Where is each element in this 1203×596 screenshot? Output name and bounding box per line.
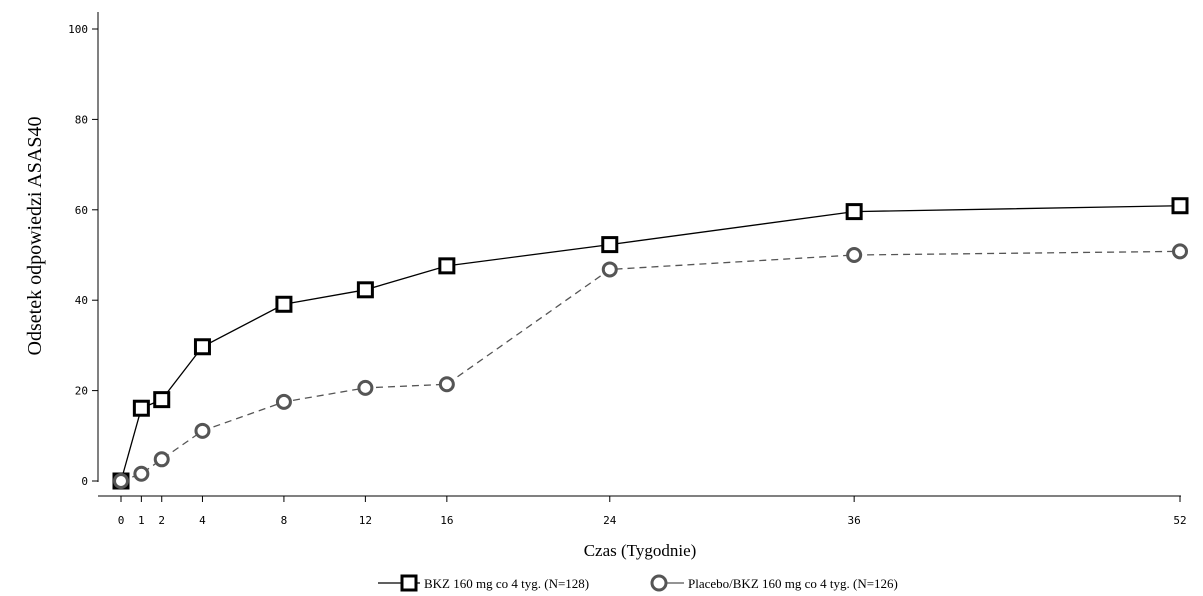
legend-label-placebo: Placebo/BKZ 160 mg co 4 tyg. (N=126) [688, 576, 898, 591]
y-tick-label: 80 [75, 113, 88, 126]
legend: BKZ 160 mg co 4 tyg. (N=128) Placebo/BKZ… [378, 574, 898, 592]
x-tick-label: 1 [138, 514, 145, 527]
data-point-placebo [357, 379, 374, 396]
x-tick-label: 24 [603, 514, 617, 527]
legend-marker-circle [650, 574, 668, 592]
data-point-placebo [113, 473, 129, 489]
axes [97, 12, 1181, 497]
data-point-placebo [846, 247, 863, 263]
x-tick-label: 16 [440, 514, 453, 527]
x-tick-label: 2 [158, 514, 165, 527]
x-tick-label: 8 [281, 514, 288, 527]
x-tick-label: 52 [1173, 514, 1186, 527]
data-point-bkz [438, 257, 456, 275]
y-ticks: 0 20 40 60 80 100 [68, 23, 98, 488]
x-axis-title: Czas (Tygodnie) [584, 541, 697, 560]
data-point-bkz [275, 295, 293, 313]
x-tick-label: 0 [118, 514, 125, 527]
data-point-placebo [601, 261, 618, 278]
data-point-placebo [133, 465, 150, 482]
data-point-bkz [1171, 197, 1189, 215]
legend-label-bkz: BKZ 160 mg co 4 tyg. (N=128) [424, 576, 589, 591]
data-point-placebo [153, 451, 170, 468]
y-tick-label: 100 [68, 23, 88, 36]
series-line-bkz [120, 205, 1181, 482]
y-tick-label: 20 [75, 385, 88, 398]
data-point-bkz [193, 338, 211, 356]
series-lines [120, 205, 1181, 482]
x-ticks: 0 1 2 4 8 12 16 24 36 52 [118, 496, 1187, 527]
series-markers [112, 197, 1189, 490]
data-point-bkz [845, 203, 863, 221]
data-point-bkz [601, 236, 619, 254]
series-line-placebo [120, 250, 1181, 482]
data-point-placebo [275, 393, 292, 410]
data-point-bkz [132, 399, 150, 417]
y-tick-label: 60 [75, 204, 88, 217]
data-point-bkz [356, 281, 374, 299]
x-tick-label: 4 [199, 514, 206, 527]
data-point-placebo [438, 376, 455, 393]
y-tick-label: 40 [75, 294, 88, 307]
x-tick-label: 36 [848, 514, 861, 527]
y-tick-label: 0 [81, 475, 88, 488]
legend-marker-square [400, 574, 418, 592]
data-point-placebo [1172, 243, 1188, 260]
x-tick-label: 12 [359, 514, 372, 527]
y-axis-title: Odsetek odpowiedzi ASAS40 [24, 117, 46, 356]
data-point-placebo [194, 422, 211, 439]
data-point-bkz [153, 391, 171, 409]
